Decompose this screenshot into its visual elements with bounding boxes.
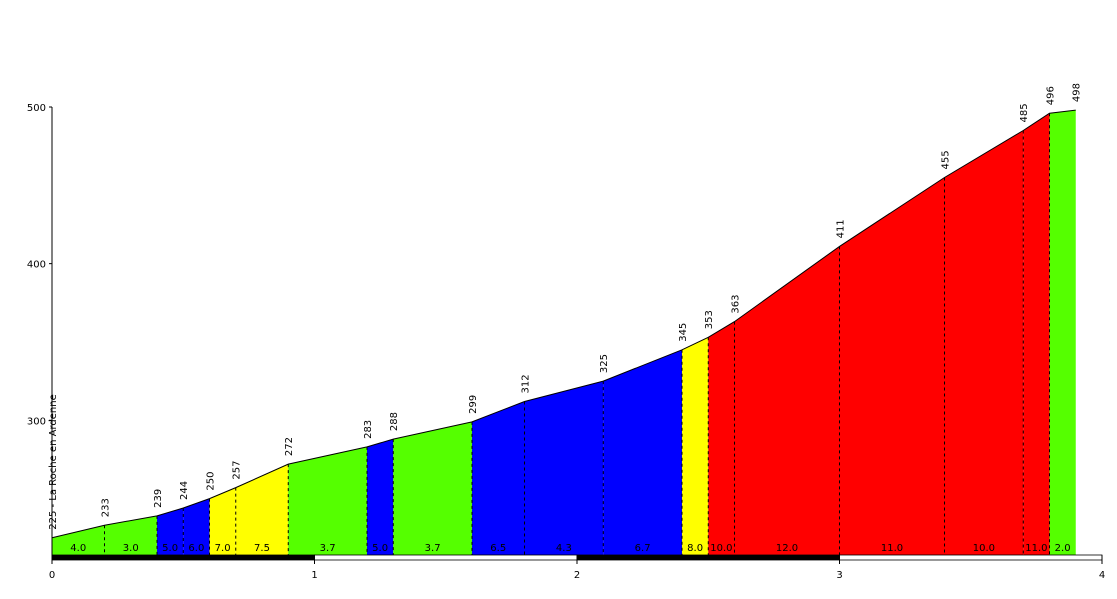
distance-bar	[839, 554, 1103, 561]
x-tick-label: 0	[49, 570, 55, 581]
grade-label: 4.0	[70, 543, 86, 554]
grade-segment	[183, 498, 210, 555]
grade-label: 11.0	[881, 543, 903, 554]
grade-label: 4.3	[556, 543, 572, 554]
grade-segment	[1049, 110, 1076, 555]
grade-label: 10.0	[710, 543, 732, 554]
grade-label: 10.0	[973, 543, 995, 554]
grade-segment	[734, 246, 840, 555]
grade-label: 12.0	[776, 543, 798, 554]
grade-segment	[524, 381, 604, 555]
y-tick-label: 500	[27, 103, 46, 114]
x-tick-label: 1	[311, 570, 317, 581]
x-tick-label: 4	[1099, 570, 1105, 581]
grade-label: 3.7	[425, 543, 441, 554]
elevation-label: 239	[153, 489, 164, 508]
grade-label: 6.5	[490, 543, 506, 554]
distance-bar	[314, 554, 578, 561]
grade-label: 6.0	[188, 543, 204, 554]
grade-label: 11.0	[1025, 543, 1047, 554]
y-tick-label: 300	[27, 416, 46, 427]
elevation-label: 363	[731, 295, 742, 314]
grade-segment	[235, 464, 289, 555]
distance-bar	[576, 554, 840, 561]
grade-label: 7.0	[215, 543, 231, 554]
elevation-label: 299	[468, 395, 479, 414]
grade-label: 7.5	[254, 543, 270, 554]
grade-segment	[157, 508, 184, 555]
grade-label: 3.7	[320, 543, 336, 554]
elevation-label: 498	[1072, 83, 1083, 102]
grade-segment	[52, 525, 105, 555]
elevation-label: 345	[678, 323, 689, 342]
grade-segment	[708, 321, 735, 555]
elevation-label: 496	[1046, 86, 1057, 105]
elevation-label: 312	[521, 374, 532, 393]
grade-label: 3.0	[123, 543, 139, 554]
grade-segment	[603, 349, 682, 555]
grade-label: 8.0	[687, 543, 703, 554]
grade-segment	[209, 487, 236, 555]
grade-segment	[393, 421, 472, 555]
grade-segment	[104, 515, 157, 555]
elevation-label: 455	[941, 150, 952, 169]
grade-segment	[839, 177, 945, 556]
grade-segment	[682, 337, 709, 555]
grade-label: 5.0	[372, 543, 388, 554]
elevation-label: 325	[599, 354, 610, 373]
x-tick-label: 2	[574, 570, 580, 581]
elevation-label: 485	[1019, 103, 1030, 122]
elevation-label: 250	[206, 472, 217, 491]
elevation-label: 283	[363, 420, 374, 439]
grade-segment	[472, 401, 525, 555]
grade-segment	[367, 439, 394, 555]
elevation-label: 288	[389, 412, 400, 431]
grade-segment	[1023, 113, 1050, 555]
elevation-label: 353	[704, 310, 715, 329]
grade-label: 2.0	[1055, 543, 1071, 554]
y-tick-label: 400	[27, 260, 46, 271]
elevation-label: 411	[836, 219, 847, 238]
grade-segment	[944, 130, 1024, 555]
profile-line	[51, 109, 1076, 539]
distance-bar	[51, 554, 315, 561]
elevation-label: 244	[179, 481, 190, 500]
grade-label: 6.7	[635, 543, 651, 554]
elevation-label: 272	[284, 437, 295, 456]
x-tick-label: 3	[836, 570, 842, 581]
elevation-label: 225 - La Roche en Ardenne	[48, 394, 59, 530]
elevation-label: 257	[232, 461, 243, 480]
grade-segment	[288, 446, 367, 555]
elevation-label: 233	[101, 498, 112, 517]
grade-label: 5.0	[162, 543, 178, 554]
